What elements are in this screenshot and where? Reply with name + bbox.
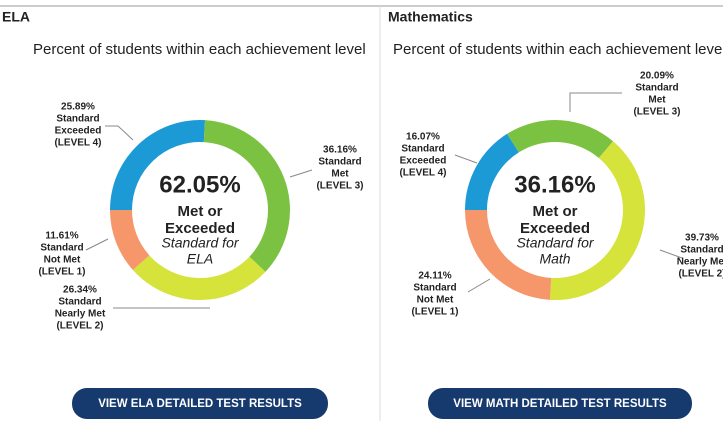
segment-value-label: 36.16% — [323, 145, 357, 156]
donut-segment — [110, 210, 150, 270]
segment-label: Standard — [58, 297, 101, 308]
segment-label: Exceeded — [55, 126, 102, 137]
donut-segment — [132, 255, 266, 300]
button-label: VIEW MATH DETAILED TEST RESULTS — [453, 398, 667, 410]
segment-label: (LEVEL 2) — [56, 321, 103, 332]
donut-segment — [465, 133, 519, 210]
donut-segment — [549, 141, 645, 300]
center-text: Met or — [533, 203, 578, 220]
panel-title: ELA — [2, 9, 30, 25]
segment-label: Standard — [413, 283, 456, 294]
center-note: Standard for — [161, 235, 239, 251]
segment-label: Met — [648, 95, 666, 106]
center-note: Math — [539, 251, 570, 267]
center-text: Met or — [178, 203, 223, 220]
segment-label: (LEVEL 2) — [678, 269, 723, 280]
segment-label: Standard — [56, 114, 99, 125]
segment-label: (LEVEL 4) — [399, 168, 446, 179]
segment-value-label: 25.89% — [61, 102, 95, 113]
segment-value-label: 26.34% — [63, 285, 97, 296]
segment-label: Standard — [401, 144, 444, 155]
leader-line — [85, 238, 109, 251]
segment-label: (LEVEL 1) — [38, 267, 85, 278]
leader-line — [659, 249, 683, 259]
leader-line — [454, 154, 478, 164]
button[interactable]: VIEW MATH DETAILED TEST RESULTS — [428, 388, 692, 419]
segment-label: (LEVEL 4) — [54, 138, 101, 149]
center-text: 36.16% — [514, 171, 595, 198]
leader-line — [467, 278, 491, 293]
segment-value-label: 11.61% — [45, 231, 78, 242]
center-note: ELA — [187, 251, 213, 267]
segment-label: Not Met — [44, 255, 81, 266]
leader-line — [569, 92, 622, 112]
center-note: Standard for — [516, 235, 594, 251]
button[interactable]: VIEW ELA DETAILED TEST RESULTS — [72, 388, 328, 419]
panel-title: Mathematics — [388, 9, 473, 25]
donut-segment — [465, 210, 552, 300]
segment-label: (LEVEL 3) — [633, 107, 680, 118]
segment-label: Standard — [635, 83, 678, 94]
button-bg — [428, 388, 692, 419]
segment-label: Met — [331, 169, 349, 180]
segment-label: Standard — [680, 245, 723, 256]
segment-value-label: 24.11% — [418, 271, 451, 282]
segment-label: Exceeded — [400, 156, 447, 167]
segment-value-label: 39.73% — [685, 233, 719, 244]
donut-segment — [507, 120, 614, 159]
segment-label: Nearly Met — [677, 257, 723, 268]
panel-subtitle: Percent of students within each achievem… — [393, 41, 723, 58]
button-label: VIEW ELA DETAILED TEST RESULTS — [98, 398, 302, 410]
segment-label: Standard — [318, 157, 361, 168]
center-text: Exceeded — [165, 220, 235, 237]
panel-subtitle: Percent of students within each achievem… — [33, 41, 366, 58]
segment-label: Standard — [40, 243, 83, 254]
center-text: 62.05% — [159, 171, 240, 198]
segment-label: (LEVEL 3) — [316, 181, 363, 192]
leader-line — [105, 125, 134, 141]
segment-label: (LEVEL 1) — [411, 307, 458, 318]
segment-label: Not Met — [417, 295, 454, 306]
button-bg — [72, 388, 328, 419]
leader-line — [289, 169, 313, 178]
segment-value-label: 16.07% — [406, 132, 440, 143]
donut-segment — [203, 120, 290, 272]
segment-label: Nearly Met — [55, 309, 106, 320]
center-text: Exceeded — [520, 220, 590, 237]
segment-value-label: 20.09% — [640, 71, 674, 82]
donut-segment — [110, 120, 206, 210]
